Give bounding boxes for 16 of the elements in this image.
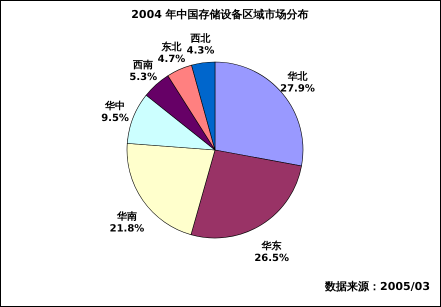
data-label: 4.3% — [186, 46, 214, 57]
slice-label: 华南 — [116, 210, 137, 222]
slice-label: 西北 — [190, 32, 212, 45]
slice-label: 华中 — [104, 100, 126, 112]
source-note: 数据来源：2005/03 — [324, 280, 430, 293]
data-label: 27.9% — [280, 83, 315, 94]
slice-label: 东北 — [160, 40, 182, 53]
slice-label: 西南 — [132, 59, 154, 72]
chart-title: 2004 年中国存储设备区域市场分布 — [131, 8, 309, 21]
data-label: 9.5% — [101, 112, 129, 124]
slice-label: 华东 — [260, 240, 282, 252]
data-label: 5.3% — [129, 72, 158, 84]
data-label: 4.7% — [158, 54, 186, 65]
slice-label: 华北 — [286, 70, 309, 82]
data-label: 21.8% — [110, 223, 144, 234]
data-label: 26.5% — [254, 253, 290, 264]
